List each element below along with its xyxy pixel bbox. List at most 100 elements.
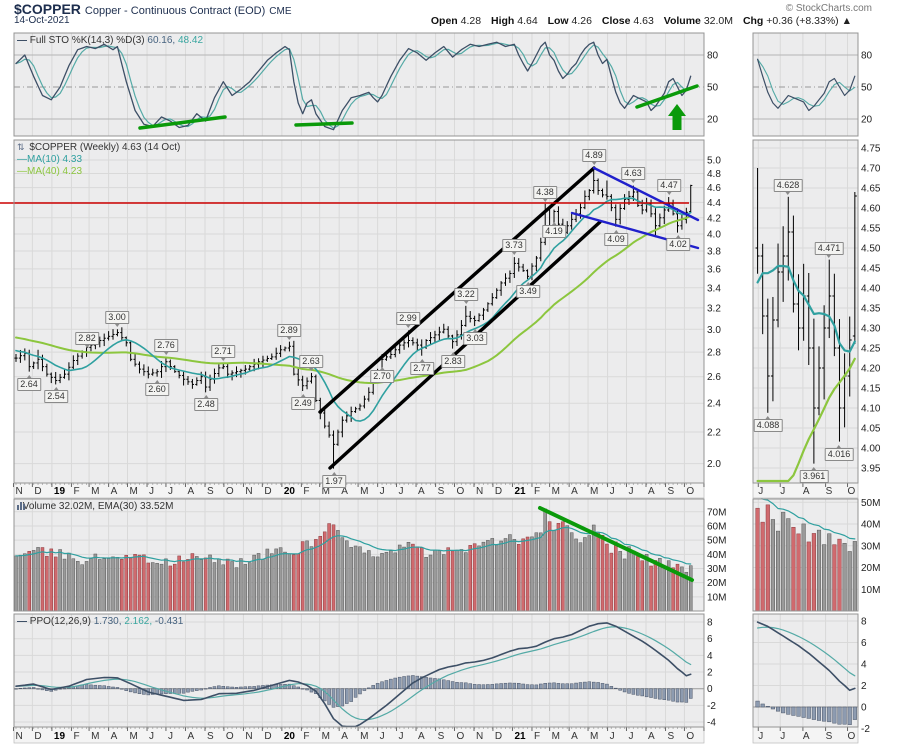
mini-ppo-line [756, 621, 856, 692]
ppo-histogram-bar [362, 688, 367, 691]
price-axis-label: 4.8 [707, 169, 721, 180]
ppo-value: 1.730, [93, 616, 122, 627]
price-axis-label: 2.8 [707, 348, 721, 359]
month-label: N [476, 731, 483, 742]
month-label: A [648, 731, 655, 742]
mini-ppo-histogram-bar [801, 706, 806, 718]
volume-bar [27, 551, 31, 612]
month-label: 21 [514, 486, 526, 497]
ppo-histogram-bar [552, 682, 556, 689]
mini-ppo-histogram-bar [852, 706, 857, 720]
ppo-histogram-bar [296, 686, 300, 689]
volume-bar [137, 554, 142, 612]
chart-header: $COPPER Copper - Continuous Contract (EOD… [14, 1, 894, 17]
volume-bar [18, 554, 23, 612]
chg-value: +0.36 (+8.33%) [766, 15, 839, 27]
volume-bar [349, 547, 353, 612]
volume-bar [45, 555, 49, 612]
mini-volume-bar [837, 538, 842, 612]
price-callout: 2.71 [211, 345, 235, 361]
volume-bar [75, 561, 80, 612]
ppo-histogram-bar [649, 688, 653, 698]
mini-price-callout: 4.016 [824, 445, 854, 461]
volume-bar [190, 553, 195, 612]
mini-ppo-histogram-bar [847, 706, 852, 725]
volume-bar [247, 562, 252, 612]
ppo-histogram-bar [419, 676, 424, 689]
price-callout: 2.82 [75, 332, 99, 348]
volume-bar [609, 552, 614, 612]
mini-volume-axis-label: 10M [861, 585, 880, 596]
month-label: M [590, 731, 598, 742]
ppo-hist-value: -0.431 [154, 616, 184, 627]
ppo-histogram-bar [455, 682, 459, 689]
mini-volume-bar [811, 533, 816, 612]
volume-bar [292, 554, 296, 612]
month-label: N [15, 486, 22, 497]
volume-bar [583, 537, 587, 612]
ppo-histogram-bar [89, 684, 93, 689]
volume-axis-label: 60M [707, 521, 726, 532]
volume-bar [455, 549, 459, 612]
mini-price-axis-label: 4.75 [861, 144, 881, 155]
ppo-histogram-bar [389, 678, 393, 689]
month-label: A [418, 486, 425, 497]
month-label: A [187, 486, 194, 497]
ma40-legend: —MA(40) 4.23 [17, 166, 83, 177]
price-callout: 2.49 [291, 394, 315, 410]
volume-bar [367, 550, 371, 612]
chart-date: 14-Oct-2021 [14, 15, 70, 26]
panel-border [752, 498, 859, 612]
volume-axis-label: 30M [707, 564, 726, 575]
price-callout: 2.76 [154, 339, 178, 355]
month-label: J [610, 731, 615, 742]
ppo-histogram-bar [375, 683, 380, 689]
low-value: 4.26 [571, 15, 592, 27]
mini-ppo-histogram-bar [796, 706, 801, 717]
mini-ppo-histogram-bar [806, 706, 811, 719]
volume-bar [243, 564, 248, 612]
ppo-histogram-bar [508, 682, 512, 689]
volume-bar [93, 553, 98, 612]
mini-volume-bar [832, 544, 837, 612]
mini-price-callout: 4.471 [814, 242, 844, 258]
volume-bar [305, 540, 309, 612]
volume-bar [384, 552, 389, 612]
volume-bar [225, 558, 230, 612]
ma10-legend: —MA(10) 4.33 [17, 154, 83, 165]
ppo-histogram-bar [14, 688, 18, 690]
stockcharts-copyright-link[interactable]: © StockCharts.com [785, 3, 872, 14]
month-label: A [341, 731, 348, 742]
month-label: A [187, 731, 194, 742]
volume-bar [217, 558, 221, 612]
mini-price-axis-label: 4.45 [861, 264, 881, 275]
symbol-name: Copper - Continuous Contract (EOD) [84, 5, 266, 17]
month-label: A [111, 486, 118, 497]
price-bars-icon: ⇅ [17, 142, 25, 152]
ppo-histogram-bar [442, 679, 446, 689]
price-callout: 4.09 [604, 230, 628, 246]
price-legend-text: $COPPER (Weekly) 4.63 (14 Oct) [29, 142, 181, 153]
ppo-histogram-bar [212, 686, 217, 689]
month-label: N [245, 731, 252, 742]
month-label: M [322, 486, 330, 497]
ppo-histogram-bar [512, 682, 517, 689]
ppo-histogram-bar [102, 685, 106, 689]
volume-bar [402, 546, 406, 612]
ppo-histogram-bar [62, 688, 67, 690]
volume-bar [31, 550, 36, 612]
volume-bar [345, 540, 349, 612]
mini-ppo-histogram-bar [781, 706, 786, 714]
mini-price-axis-label: 4.35 [861, 304, 881, 315]
mini-ppo-axis-label: 8 [861, 617, 867, 628]
volume-bar [671, 567, 675, 612]
mini-sto-axis-label: 20 [861, 115, 873, 126]
price-axis-label: 2.4 [707, 399, 721, 410]
mini-ppo-histogram-bar [791, 706, 796, 716]
volume-legend: Volume 32.02M, EMA(30) 33.52M [17, 501, 173, 512]
price-callout: 2.48 [194, 395, 218, 411]
ppo-histogram-bar [499, 683, 503, 689]
ppo-histogram-bar [521, 683, 525, 689]
volume-bar [181, 561, 186, 612]
ppo-histogram-bar [600, 683, 605, 689]
